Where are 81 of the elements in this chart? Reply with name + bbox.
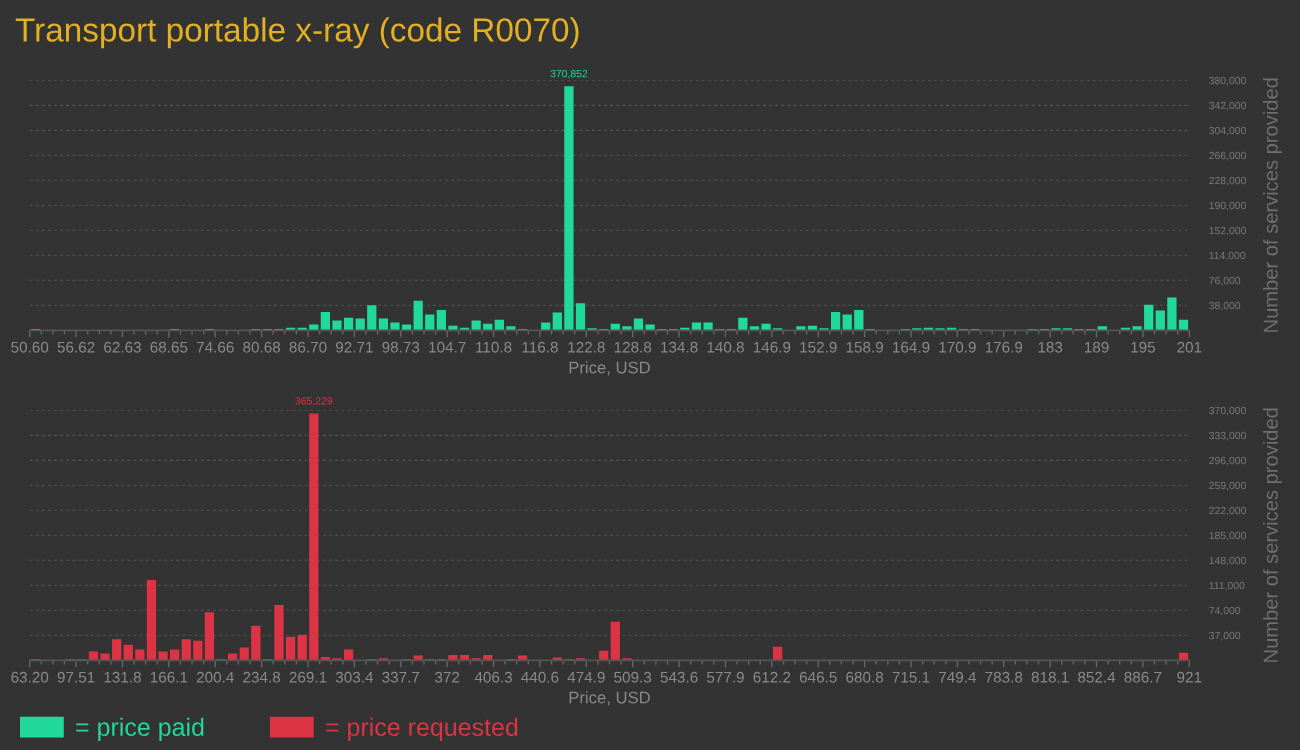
- x-tick-label: 116.8: [522, 341, 558, 353]
- x-tick-label: 134.8: [661, 341, 698, 353]
- x-tick-label: 406.3: [474, 671, 512, 683]
- y-tick-label: 259,000: [1209, 481, 1246, 491]
- x-tick-label: 104.7: [429, 341, 466, 353]
- y-tick-label: 222,000: [1209, 506, 1246, 516]
- x-tick-label: 110.8: [476, 341, 512, 353]
- x-tick-label: 170.9: [939, 341, 976, 353]
- x-tick-label: 509.3: [614, 671, 652, 683]
- y-tick-label: 190,000: [1209, 201, 1246, 211]
- x-tick-label: 234.8: [243, 671, 281, 683]
- y-tick-label: 266,000: [1209, 151, 1246, 161]
- x-tick-label: 122.8: [568, 341, 605, 353]
- y-axis-title: Number of services provided: [1263, 78, 1282, 332]
- x-tick-label: 783.8: [985, 671, 1023, 683]
- x-tick-label: 62.63: [104, 341, 141, 353]
- x-tick-label: 303.4: [335, 671, 374, 683]
- x-axis-title: Price, USD: [569, 361, 650, 376]
- x-tick-label: 200.4: [196, 671, 234, 683]
- x-tick-label: 140.8: [707, 341, 744, 353]
- y-tick-label: 304,000: [1209, 126, 1246, 136]
- x-tick-label: 474.9: [567, 671, 605, 683]
- y-tick-label: 296,000: [1209, 456, 1246, 466]
- y-tick-label: 74,000: [1209, 606, 1241, 616]
- x-tick-label: 97.51: [57, 671, 95, 683]
- x-tick-label: 189: [1084, 341, 1109, 353]
- y-tick-label: 342,000: [1209, 101, 1246, 111]
- x-tick-label: 646.5: [799, 671, 837, 683]
- x-tick-label: 749.4: [939, 671, 977, 683]
- y-tick-label: 111,000: [1209, 581, 1245, 591]
- y-tick-label: 114,000: [1209, 251, 1246, 261]
- y-tick-label: 38,000: [1209, 301, 1241, 311]
- x-tick-label: 921: [1177, 671, 1202, 683]
- x-tick-label: 68.65: [150, 341, 188, 353]
- x-tick-label: 176.9: [985, 341, 1023, 353]
- x-tick-label: 128.8: [614, 341, 652, 353]
- x-tick-label: 50.60: [11, 341, 49, 353]
- y-axis-title: Number of services provided: [1263, 408, 1282, 662]
- x-tick-label: 680.8: [846, 671, 884, 683]
- x-tick-label: 74.66: [196, 341, 234, 353]
- x-tick-label: 56.62: [57, 341, 95, 353]
- y-tick-label: 333,000: [1209, 431, 1246, 441]
- x-tick-label: 131.8: [104, 671, 141, 683]
- y-tick-label: 185,000: [1209, 531, 1246, 541]
- data-label: 370,852: [550, 69, 588, 79]
- x-tick-label: 80.68: [243, 341, 281, 353]
- x-tick-label: 715.1: [892, 671, 930, 683]
- y-tick-label: 76,000: [1209, 276, 1241, 286]
- x-tick-label: 852.4: [1078, 671, 1116, 683]
- y-tick-label: 228,000: [1209, 176, 1246, 186]
- x-tick-label: 195: [1131, 341, 1156, 353]
- x-tick-label: 337.7: [382, 671, 420, 683]
- x-tick-label: 164.9: [893, 341, 930, 353]
- x-tick-label: 98.73: [382, 341, 420, 353]
- y-tick-label: 148,000: [1209, 556, 1246, 566]
- x-tick-label: 440.6: [521, 671, 559, 683]
- y-tick-label: 37,000: [1209, 631, 1241, 641]
- x-tick-label: 86.70: [289, 341, 327, 353]
- x-tick-label: 818.1: [1031, 671, 1069, 683]
- chart-title: Transport portable x-ray (code R0070): [15, 17, 579, 49]
- x-tick-label: 201: [1177, 341, 1202, 353]
- data-label: 365,229: [295, 397, 333, 406]
- y-tick-label: 370,000: [1209, 406, 1246, 416]
- x-tick-label: 577.9: [706, 671, 744, 683]
- x-tick-label: 372: [434, 671, 460, 683]
- y-tick-label: 380,000: [1209, 76, 1246, 86]
- x-tick-label: 92.71: [335, 341, 373, 353]
- x-tick-label: 152.9: [800, 341, 837, 353]
- x-tick-label: 269.1: [289, 671, 327, 683]
- x-tick-label: 886.7: [1124, 671, 1162, 683]
- legend-label: = price paid: [76, 717, 204, 741]
- x-tick-label: 612.2: [753, 671, 791, 683]
- x-tick-label: 158.9: [846, 341, 884, 353]
- x-tick-label: 543.6: [660, 671, 698, 683]
- x-tick-label: 166.1: [150, 671, 188, 683]
- y-tick-label: 152,000: [1209, 226, 1246, 236]
- x-tick-label: 146.9: [753, 341, 791, 353]
- x-tick-label: 63.20: [11, 671, 49, 683]
- x-axis-title: Price, USD: [569, 691, 650, 706]
- legend-label: = price requested: [326, 717, 518, 741]
- x-tick-label: 183: [1038, 341, 1063, 353]
